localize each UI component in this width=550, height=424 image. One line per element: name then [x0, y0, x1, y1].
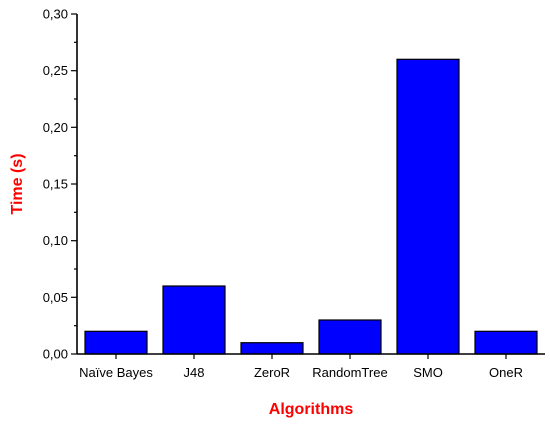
- x-tick-label: RandomTree: [312, 365, 387, 380]
- x-tick-label: ZeroR: [254, 365, 290, 380]
- bar-na-ve-bayes: [84, 330, 148, 355]
- bar-oner: [474, 330, 538, 355]
- y-ticks-group: 0,00 0,05 0,10 0,15 0,20 0,25 0,30: [43, 7, 77, 362]
- bar-zeror: [240, 342, 304, 355]
- y-tick-label: 0,00: [43, 347, 68, 362]
- y-axis-title: Time (s): [9, 153, 26, 214]
- y-tick-label: 0,20: [43, 120, 68, 135]
- x-axis-title: Algorithms: [269, 401, 354, 418]
- y-tick-label: 0,25: [43, 63, 68, 78]
- x-ticks-group: Naïve Bayes J48 ZeroR RandomTree SMO OneR: [79, 354, 523, 380]
- x-tick-label: J48: [184, 365, 205, 380]
- bar-randomtree: [318, 319, 382, 355]
- x-tick-label: OneR: [489, 365, 523, 380]
- axes-group: [76, 14, 545, 355]
- y-tick-label: 0,15: [43, 177, 68, 192]
- x-tick-label: SMO: [413, 365, 443, 380]
- y-tick-label: 0,05: [43, 290, 68, 305]
- bar-smo: [396, 58, 460, 355]
- bars-group: [84, 58, 538, 355]
- y-tick-label: 0,30: [43, 7, 68, 22]
- y-tick-label: 0,10: [43, 233, 68, 248]
- x-tick-label: Naïve Bayes: [79, 365, 153, 380]
- bar-j48: [162, 285, 226, 355]
